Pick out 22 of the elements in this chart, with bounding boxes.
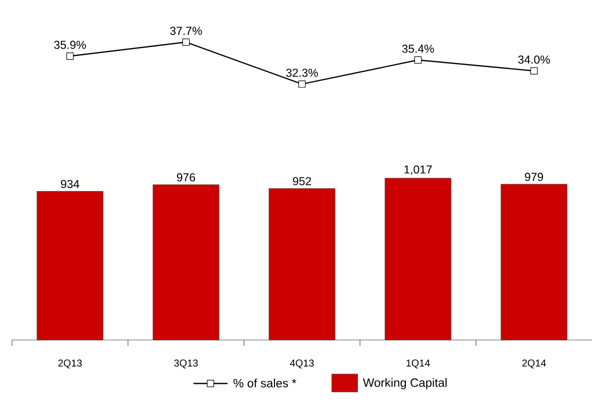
x-tick-label: 4Q13 <box>290 360 314 368</box>
data-label: 952 <box>292 177 312 186</box>
data-label: 34.0% <box>518 56 550 64</box>
point <box>298 80 306 88</box>
x-tick-label: 2Q14 <box>522 360 546 368</box>
data-label: 979 <box>524 172 544 181</box>
x-tick-label: 1Q14 <box>406 360 430 368</box>
data-label: 934 <box>60 180 80 188</box>
point <box>414 56 422 64</box>
data-label: 37.7% <box>170 26 202 35</box>
point <box>530 67 538 74</box>
data-label: 1,017 <box>404 165 432 175</box>
point <box>66 52 74 60</box>
data-label: 35.9% <box>54 40 86 49</box>
legend-label: % of sales * <box>234 378 296 388</box>
x-tick-label: 2Q13 <box>58 360 82 368</box>
data-label: 976 <box>176 173 196 182</box>
point <box>182 38 190 46</box>
data-label: 35.4% <box>402 44 434 53</box>
data-label: 32.3% <box>286 68 318 77</box>
x-tick-label: 3Q13 <box>174 360 198 368</box>
legend-label: Working Capital <box>362 378 447 390</box>
